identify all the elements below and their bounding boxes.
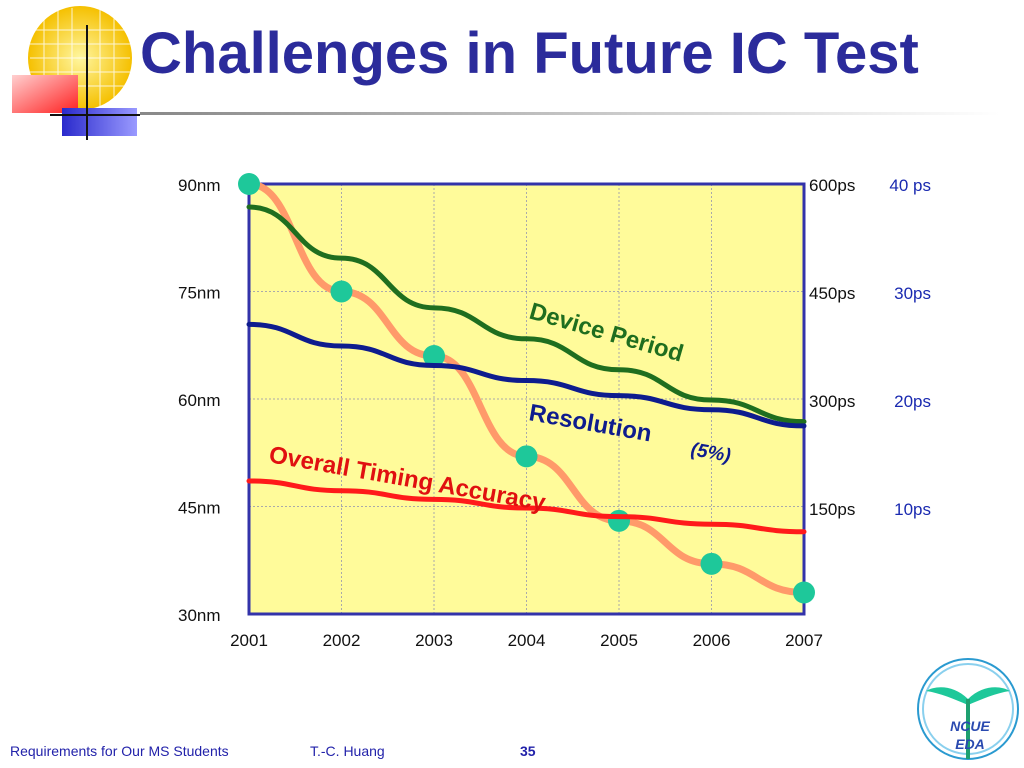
x-tick-label: 2004 bbox=[508, 631, 546, 650]
data-point-node bbox=[330, 280, 353, 303]
x-tick-label: 2005 bbox=[600, 631, 638, 650]
data-point-node bbox=[793, 581, 815, 604]
x-tick-label: 2003 bbox=[415, 631, 453, 650]
y-tick-label-left: 30nm bbox=[178, 606, 221, 625]
y-tick-label-resolution: 10ps bbox=[894, 500, 931, 519]
y-tick-label-left: 90nm bbox=[178, 176, 221, 195]
y-tick-label-left: 60nm bbox=[178, 391, 221, 410]
y-tick-label-period: 150ps bbox=[809, 500, 855, 519]
x-tick-label: 2001 bbox=[230, 631, 268, 650]
slide-title: Challenges in Future IC Test bbox=[140, 21, 919, 86]
y-tick-label-left: 75nm bbox=[178, 284, 221, 303]
footer-author: T.-C. Huang bbox=[310, 743, 385, 759]
x-tick-label: 2002 bbox=[323, 631, 361, 650]
logo-text-bottom: EDA bbox=[955, 736, 985, 752]
y-tick-label-resolution: 30ps bbox=[894, 284, 931, 303]
series-line-device-period bbox=[246, 204, 807, 425]
y-tick-label-period: 450ps bbox=[809, 284, 855, 303]
series-line-timing-accuracy bbox=[246, 478, 807, 535]
x-tick-label: 2007 bbox=[785, 631, 823, 650]
data-point-node bbox=[700, 552, 723, 575]
y-tick-label-period: 600ps bbox=[809, 176, 855, 195]
logo-text-top: NCUE bbox=[950, 718, 990, 734]
data-point-node bbox=[515, 445, 538, 468]
page-number: 35 bbox=[520, 743, 536, 759]
plot-frame bbox=[247, 182, 806, 616]
data-point-node bbox=[608, 509, 630, 532]
data-point-node bbox=[238, 173, 260, 195]
title-underline bbox=[140, 112, 1000, 115]
data-point-node bbox=[423, 345, 445, 367]
logo-decoration bbox=[12, 6, 140, 140]
y-tick-label-resolution: 20ps bbox=[894, 392, 931, 411]
y-tick-label-period: 300ps bbox=[809, 392, 855, 411]
footer-text: Requirements for Our MS Students bbox=[10, 743, 229, 759]
series-line-resolution bbox=[246, 321, 807, 429]
y-tick-label-left: 45nm bbox=[178, 499, 221, 518]
ncue-eda-logo: NCUE EDA bbox=[917, 658, 1019, 760]
y-tick-label-resolution: 40 ps bbox=[889, 176, 931, 195]
x-tick-label: 2006 bbox=[693, 631, 731, 650]
